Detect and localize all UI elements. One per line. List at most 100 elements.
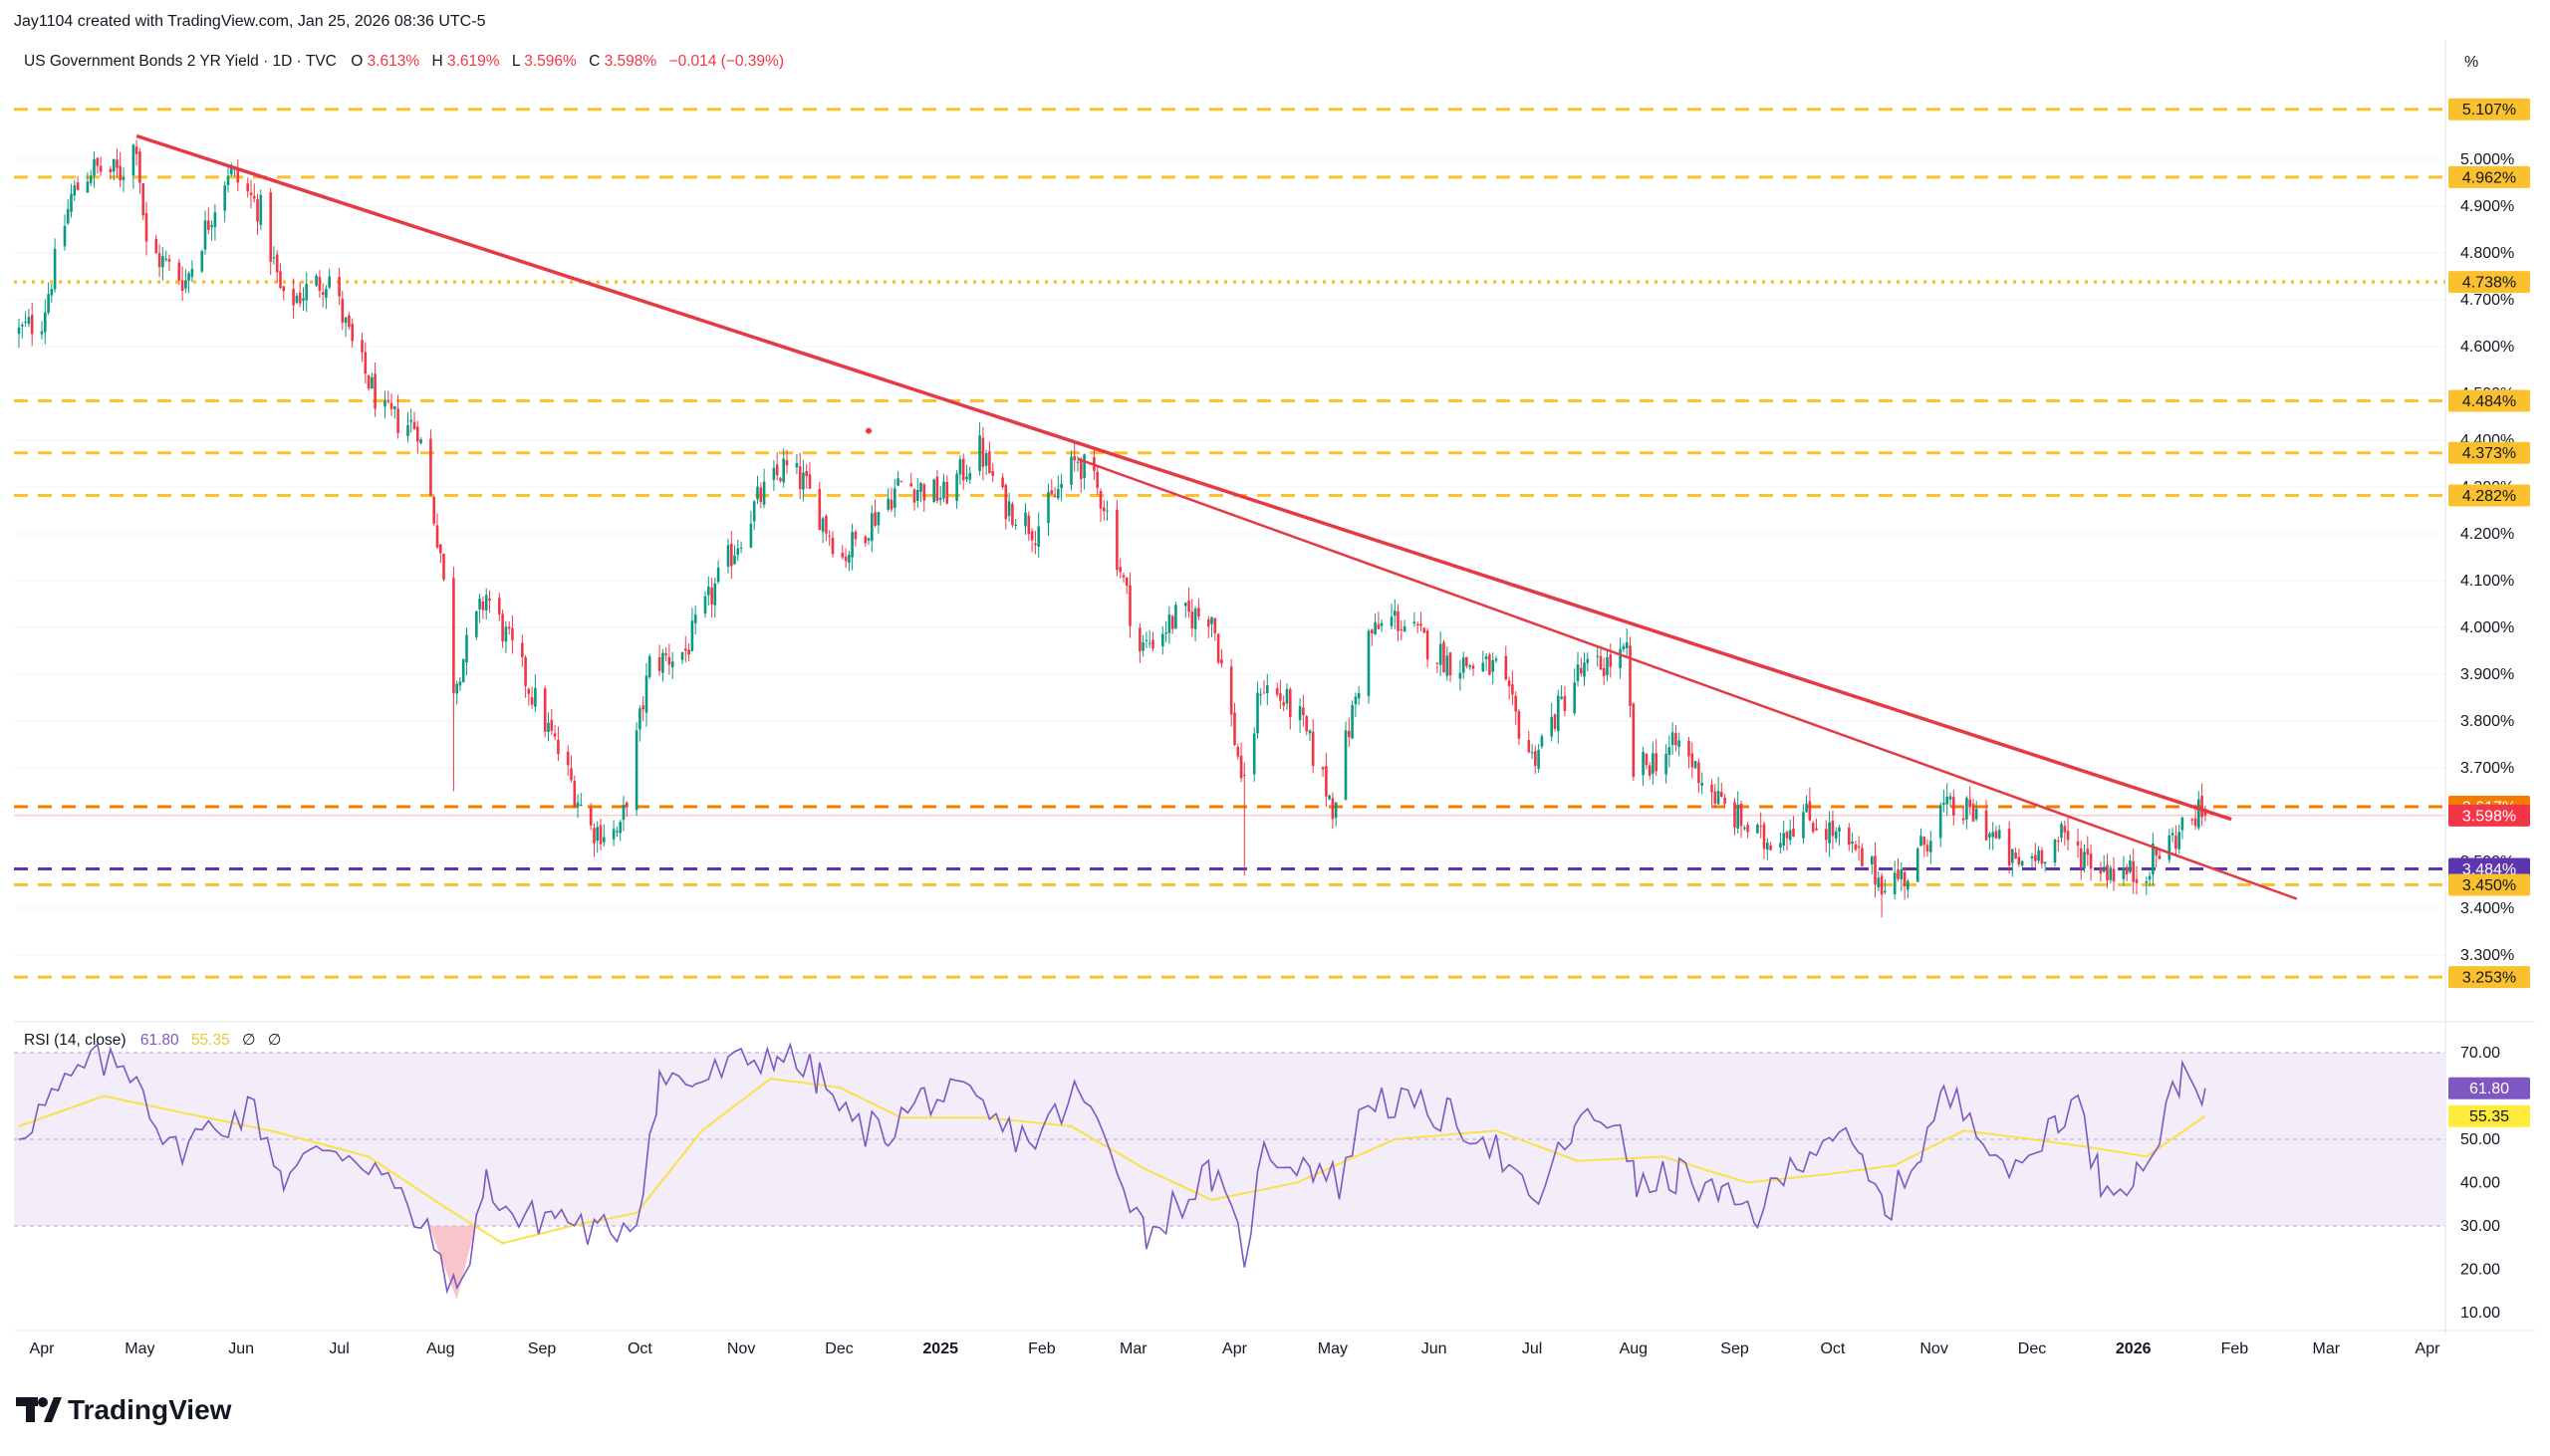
- time-axis[interactable]: Apr May Jun Jul Aug Sep Oct Nov Dec 2025 Feb Mar Apr…: [30, 1340, 2441, 1357]
- candle-body: [1193, 608, 1197, 629]
- candle-body: [1762, 824, 1766, 849]
- price-axis[interactable]: 5.000%4.900%4.800%4.700%4.600%4.500%4.40…: [2448, 98, 2530, 1322]
- candle-body: [1563, 695, 1567, 711]
- candle-body: [439, 544, 442, 554]
- candle-body: [1207, 619, 1210, 627]
- candle-body: [961, 458, 965, 481]
- trendlines[interactable]: [135, 133, 2298, 900]
- candle-body: [1792, 828, 1795, 837]
- candle-body: [1034, 543, 1037, 546]
- price-level-badge[interactable]: [2448, 389, 2530, 412]
- candle-body: [1834, 831, 1838, 840]
- candle-body: [1785, 832, 1789, 839]
- candle-body: [2089, 852, 2093, 869]
- candle-body: [30, 315, 34, 335]
- candle-body: [687, 649, 690, 655]
- candle-body: [1344, 730, 1348, 801]
- trendline[interactable]: [135, 133, 2232, 822]
- candle-body: [1220, 659, 1223, 664]
- trendline[interactable]: [1077, 457, 2298, 900]
- candle-body: [2086, 849, 2090, 855]
- candle-body: [393, 406, 396, 409]
- candle-body: [1693, 761, 1697, 769]
- price-level-badge[interactable]: [2448, 271, 2530, 294]
- price-level-badge[interactable]: [2448, 804, 2530, 827]
- candle-body: [622, 805, 626, 820]
- price-tick-label: 3.800%: [2460, 713, 2514, 730]
- price-level-badge[interactable]: [2448, 873, 2530, 896]
- candle-body: [1167, 614, 1171, 633]
- candle-body: [1184, 603, 1187, 607]
- low-value: 3.596%: [524, 53, 577, 70]
- candle-body: [1142, 641, 1145, 651]
- candle-body: [818, 489, 822, 530]
- candle-body: [1057, 489, 1060, 499]
- candle-body: [1328, 795, 1331, 800]
- candle-body: [44, 312, 47, 333]
- candle-body: [1053, 495, 1057, 497]
- price-level-badge[interactable]: [2448, 98, 2530, 121]
- candle-body: [612, 829, 616, 840]
- candle-body: [785, 460, 789, 466]
- candle-body: [2177, 832, 2180, 849]
- candle-body: [1625, 642, 1629, 648]
- candle-body: [844, 556, 848, 562]
- rsi-hidden-icon-1[interactable]: ∅: [242, 1032, 256, 1049]
- candle-body: [164, 258, 167, 260]
- candle-body: [1422, 627, 1426, 633]
- candle-body: [1573, 682, 1576, 714]
- candle-body: [1854, 844, 1858, 850]
- candle-body: [1390, 616, 1394, 626]
- candle-body: [190, 269, 194, 277]
- candle-body: [550, 719, 554, 731]
- candle-body: [1938, 805, 1942, 839]
- candle-body: [1007, 501, 1011, 517]
- rsi-value-badge[interactable]: [2448, 1077, 2530, 1099]
- candle-body: [364, 352, 368, 374]
- candle-body: [187, 273, 190, 281]
- rsi-value-badge[interactable]: [2448, 1104, 2530, 1127]
- candle-body: [932, 479, 935, 503]
- high-value: 3.619%: [447, 53, 500, 70]
- candle-body: [916, 490, 919, 501]
- candle-body: [713, 583, 717, 606]
- candle-body: [1080, 459, 1083, 479]
- candle-body: [1266, 685, 1269, 693]
- price-level-badge[interactable]: [2448, 165, 2530, 188]
- tradingview-logo[interactable]: TradingView: [16, 1394, 232, 1425]
- candle-body: [1415, 623, 1419, 626]
- rsi-label[interactable]: RSI (14, close): [24, 1032, 127, 1049]
- time-tick-label: Apr: [30, 1340, 56, 1357]
- time-tick-label: Mar: [1120, 1340, 1148, 1357]
- price-level-badge[interactable]: [2448, 966, 2530, 989]
- candle-body: [707, 586, 710, 596]
- candle-body: [919, 482, 922, 492]
- rsi-value-text: 61.80: [140, 1032, 179, 1049]
- candle-body: [177, 262, 181, 281]
- candle-body: [1334, 802, 1338, 819]
- price-level-badge[interactable]: [2448, 484, 2530, 507]
- rsi-hidden-icon-2[interactable]: ∅: [268, 1032, 282, 1049]
- symbol-name[interactable]: US Government Bonds 2 YR Yield · 1D · TV…: [24, 53, 337, 70]
- price-level-badge[interactable]: [2448, 441, 2530, 464]
- open-label: O: [351, 53, 363, 70]
- candle-body: [122, 176, 126, 180]
- candle-body: [1831, 821, 1835, 837]
- candle-body: [269, 192, 272, 262]
- candle-body: [1948, 796, 1952, 800]
- candle-body: [1968, 799, 1971, 808]
- price-level-badge-label: 4.484%: [2462, 393, 2516, 410]
- rsi-oversold-fill: [428, 1226, 476, 1300]
- candle-body: [2168, 836, 2171, 860]
- candle-body: [275, 254, 279, 273]
- candle-body: [1030, 531, 1034, 541]
- candle-body: [1262, 692, 1266, 694]
- candle-body: [1897, 869, 1900, 879]
- candle-body: [1213, 617, 1217, 633]
- horizontal-levels[interactable]: [14, 108, 2445, 979]
- candle-body: [1965, 798, 1968, 820]
- candle-body: [24, 322, 27, 324]
- candle-body: [1325, 766, 1328, 797]
- candle-body: [2037, 849, 2040, 861]
